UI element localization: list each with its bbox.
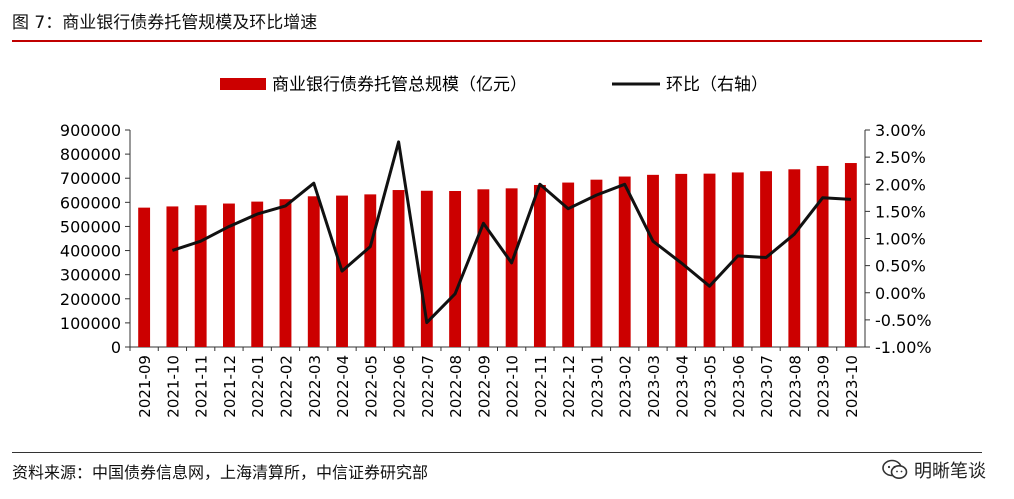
legend-bar-label: 商业银行债券托管总规模（亿元） (272, 75, 527, 95)
left-axis-tick-label: 300000 (60, 266, 121, 285)
x-axis-tick-label: 2022-05 (362, 355, 380, 418)
bar (223, 203, 235, 347)
left-axis-tick-label: 800000 (60, 145, 121, 164)
footer-divider (12, 452, 982, 453)
left-axis-tick-label: 100000 (60, 314, 121, 333)
bar (618, 176, 631, 347)
bar (279, 199, 292, 347)
x-axis-tick-label: 2023-10 (843, 355, 861, 418)
chart: 商业银行债券托管总规模（亿元） 环比（右轴） 0 100000 200000 3000… (60, 75, 932, 418)
bar (477, 189, 490, 347)
x-axis-tick-label: 2023-05 (702, 355, 720, 418)
left-axis-tick-label: 200000 (60, 290, 121, 309)
right-axis-tick-label: -0.50% (875, 311, 932, 330)
x-axis-tick-label: 2022-04 (334, 355, 352, 418)
source-note: 资料来源：中国债券信息网，上海清算所，中信证券研究部 (12, 463, 429, 482)
right-axis-tick-label: 2.00% (875, 175, 926, 194)
bar (449, 191, 462, 347)
bar (590, 179, 603, 347)
left-axis-tick-label: 400000 (60, 242, 121, 261)
right-axis-tick-label: 2.50% (875, 148, 926, 167)
legend: 商业银行债券托管总规模（亿元） 环比（右轴） (220, 75, 768, 95)
x-axis-tick-label: 2022-07 (419, 355, 437, 418)
wechat-icon (882, 459, 908, 479)
legend-bar-swatch (220, 78, 266, 90)
right-axis-tick-label: 1.00% (875, 230, 926, 249)
bar (675, 173, 688, 347)
x-axis-tick-label: 2021-11 (193, 355, 211, 418)
x-axis-tick-label: 2022-03 (306, 355, 324, 418)
bar (562, 182, 575, 347)
x-axis-tick-label: 2023-09 (815, 355, 833, 418)
bar (505, 188, 518, 347)
bar (307, 196, 320, 347)
bar (166, 206, 179, 347)
left-axis-tick-label: 0 (111, 338, 121, 357)
x-axis-tick-label: 2023-06 (730, 355, 748, 418)
left-axis-tick-label: 700000 (60, 169, 121, 188)
legend-line-label: 环比（右轴） (666, 75, 768, 95)
brand-name: 明晰笔谈 (914, 461, 986, 482)
x-axis-tick-label: 2023-07 (758, 355, 776, 418)
bar (194, 205, 207, 347)
bar (731, 172, 744, 347)
x-axis-tick-label: 2022-01 (249, 355, 267, 418)
x-axis-tick-label: 2022-08 (447, 355, 465, 418)
bar (844, 163, 857, 347)
bar (703, 173, 716, 347)
right-axis-tick-label: 3.00% (875, 121, 926, 140)
figure-title: 图 7：商业银行债券托管规模及环比增速 (12, 13, 318, 33)
bar (251, 201, 264, 347)
x-axis-tick-label: 2022-11 (532, 355, 550, 418)
bar (816, 165, 829, 347)
bar (647, 174, 659, 347)
bar (533, 184, 546, 347)
left-axis-tick-label: 500000 (60, 217, 121, 236)
right-axis-tick-label: 1.50% (875, 202, 926, 221)
x-axis-tick-label: 2023-08 (786, 355, 804, 418)
line-series-mom (171, 140, 851, 325)
x-axis-tick-label: 2021-10 (164, 355, 182, 418)
plot-area: 0 100000 200000 300000 400000 500000 600000 700… (60, 121, 932, 418)
bar (760, 171, 772, 347)
x-axis-tick-label: 2022-06 (391, 355, 409, 418)
x-axis-tick-label: 2021-09 (136, 355, 154, 418)
x-axis-tick-label: 2022-12 (560, 355, 578, 418)
bar (788, 169, 801, 347)
x-axis-tick-label: 2023-01 (588, 355, 606, 418)
title-divider (12, 40, 982, 42)
x-axis-tick-label: 2022-02 (277, 355, 295, 418)
bar (138, 207, 151, 347)
bar (364, 194, 377, 347)
bar (392, 190, 405, 347)
x-axis-tick-label: 2023-03 (645, 355, 663, 418)
right-axis-tick-label: 0.00% (875, 284, 926, 303)
left-axis-tick-label: 900000 (60, 121, 121, 140)
x-axis-tick-label: 2023-02 (617, 355, 635, 418)
left-axis-tick-label: 600000 (60, 193, 121, 212)
right-axis-tick-label: 0.50% (875, 257, 926, 276)
bar (420, 190, 433, 347)
right-axis-tick-label: -1.00% (875, 338, 932, 357)
x-axis-tick-label: 2023-04 (673, 355, 691, 418)
x-axis-tick-label: 2022-09 (475, 355, 493, 418)
x-axis-tick-label: 2022-10 (504, 355, 522, 418)
brand-watermark: 明晰笔谈 (882, 457, 986, 483)
x-axis-tick-label: 2021-12 (221, 355, 239, 418)
